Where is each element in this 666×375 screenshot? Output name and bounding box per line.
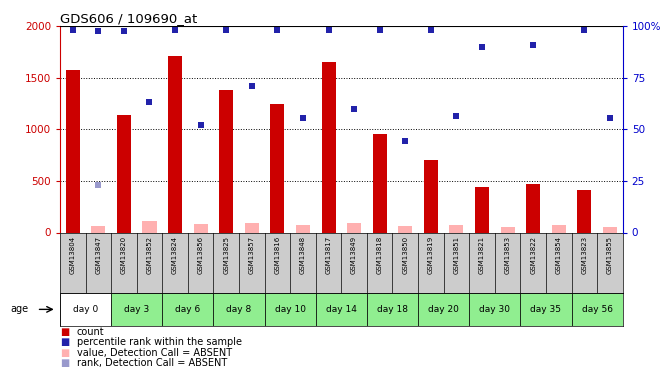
Bar <box>245 223 259 232</box>
Bar <box>66 70 80 232</box>
Text: GSM13852: GSM13852 <box>147 236 153 273</box>
Text: ■: ■ <box>60 358 69 368</box>
Bar <box>117 115 131 232</box>
Text: GSM13856: GSM13856 <box>198 236 204 274</box>
Bar <box>213 292 264 326</box>
Text: day 3: day 3 <box>124 305 149 314</box>
Text: GDS606 / 109690_at: GDS606 / 109690_at <box>60 12 197 25</box>
Bar <box>264 292 316 326</box>
Text: GSM13849: GSM13849 <box>351 236 357 274</box>
Text: day 20: day 20 <box>428 305 459 314</box>
Bar <box>398 226 412 232</box>
Text: GSM13850: GSM13850 <box>402 236 408 274</box>
Bar <box>603 227 617 232</box>
Text: GSM13818: GSM13818 <box>377 236 383 274</box>
Text: GSM13824: GSM13824 <box>172 236 178 273</box>
Text: GSM13822: GSM13822 <box>530 236 536 273</box>
Text: GSM13819: GSM13819 <box>428 236 434 274</box>
Text: day 30: day 30 <box>480 305 510 314</box>
Bar <box>296 225 310 232</box>
Text: GSM13848: GSM13848 <box>300 236 306 274</box>
Text: age: age <box>10 304 28 314</box>
Text: GSM13821: GSM13821 <box>479 236 485 274</box>
Bar <box>571 292 623 326</box>
Text: rank, Detection Call = ABSENT: rank, Detection Call = ABSENT <box>77 358 227 368</box>
Bar <box>418 292 470 326</box>
Text: ■: ■ <box>60 338 69 347</box>
Text: day 0: day 0 <box>73 305 98 314</box>
Bar <box>111 292 163 326</box>
Bar <box>470 292 520 326</box>
Bar <box>219 90 233 232</box>
Text: day 14: day 14 <box>326 305 357 314</box>
Text: day 6: day 6 <box>175 305 200 314</box>
Text: GSM13820: GSM13820 <box>121 236 127 274</box>
Text: GSM13847: GSM13847 <box>95 236 101 274</box>
Bar <box>143 220 157 232</box>
Bar <box>316 292 367 326</box>
Bar <box>91 226 105 232</box>
Text: GSM13854: GSM13854 <box>555 236 561 273</box>
Bar <box>373 134 387 232</box>
Bar <box>347 223 361 232</box>
Bar <box>577 190 591 232</box>
Text: value, Detection Call = ABSENT: value, Detection Call = ABSENT <box>77 348 232 358</box>
Text: GSM13857: GSM13857 <box>249 236 255 274</box>
Text: percentile rank within the sample: percentile rank within the sample <box>77 338 242 347</box>
Text: GSM13855: GSM13855 <box>607 236 613 273</box>
Text: GSM13825: GSM13825 <box>223 236 229 273</box>
Bar <box>424 160 438 232</box>
Text: ■: ■ <box>60 348 69 358</box>
Text: day 8: day 8 <box>226 305 252 314</box>
Bar <box>194 224 208 232</box>
Bar <box>168 56 182 232</box>
Bar <box>322 62 336 232</box>
Text: day 10: day 10 <box>274 305 306 314</box>
Text: count: count <box>77 327 104 337</box>
Bar <box>163 292 213 326</box>
Bar <box>367 292 418 326</box>
Bar <box>551 225 566 232</box>
Bar <box>450 225 464 232</box>
Text: day 35: day 35 <box>530 305 561 314</box>
Text: day 18: day 18 <box>377 305 408 314</box>
Text: GSM13816: GSM13816 <box>274 236 280 274</box>
Bar <box>501 227 515 232</box>
Bar <box>60 292 111 326</box>
Text: ■: ■ <box>60 327 69 337</box>
Bar <box>520 292 571 326</box>
Text: GSM13853: GSM13853 <box>505 236 511 274</box>
Bar <box>270 104 284 232</box>
Text: GSM13823: GSM13823 <box>581 236 587 274</box>
Text: GSM13804: GSM13804 <box>70 236 76 274</box>
Text: GSM13851: GSM13851 <box>454 236 460 274</box>
Text: GSM13817: GSM13817 <box>326 236 332 274</box>
Text: day 56: day 56 <box>581 305 613 314</box>
Bar <box>475 187 489 232</box>
Bar <box>526 184 540 232</box>
